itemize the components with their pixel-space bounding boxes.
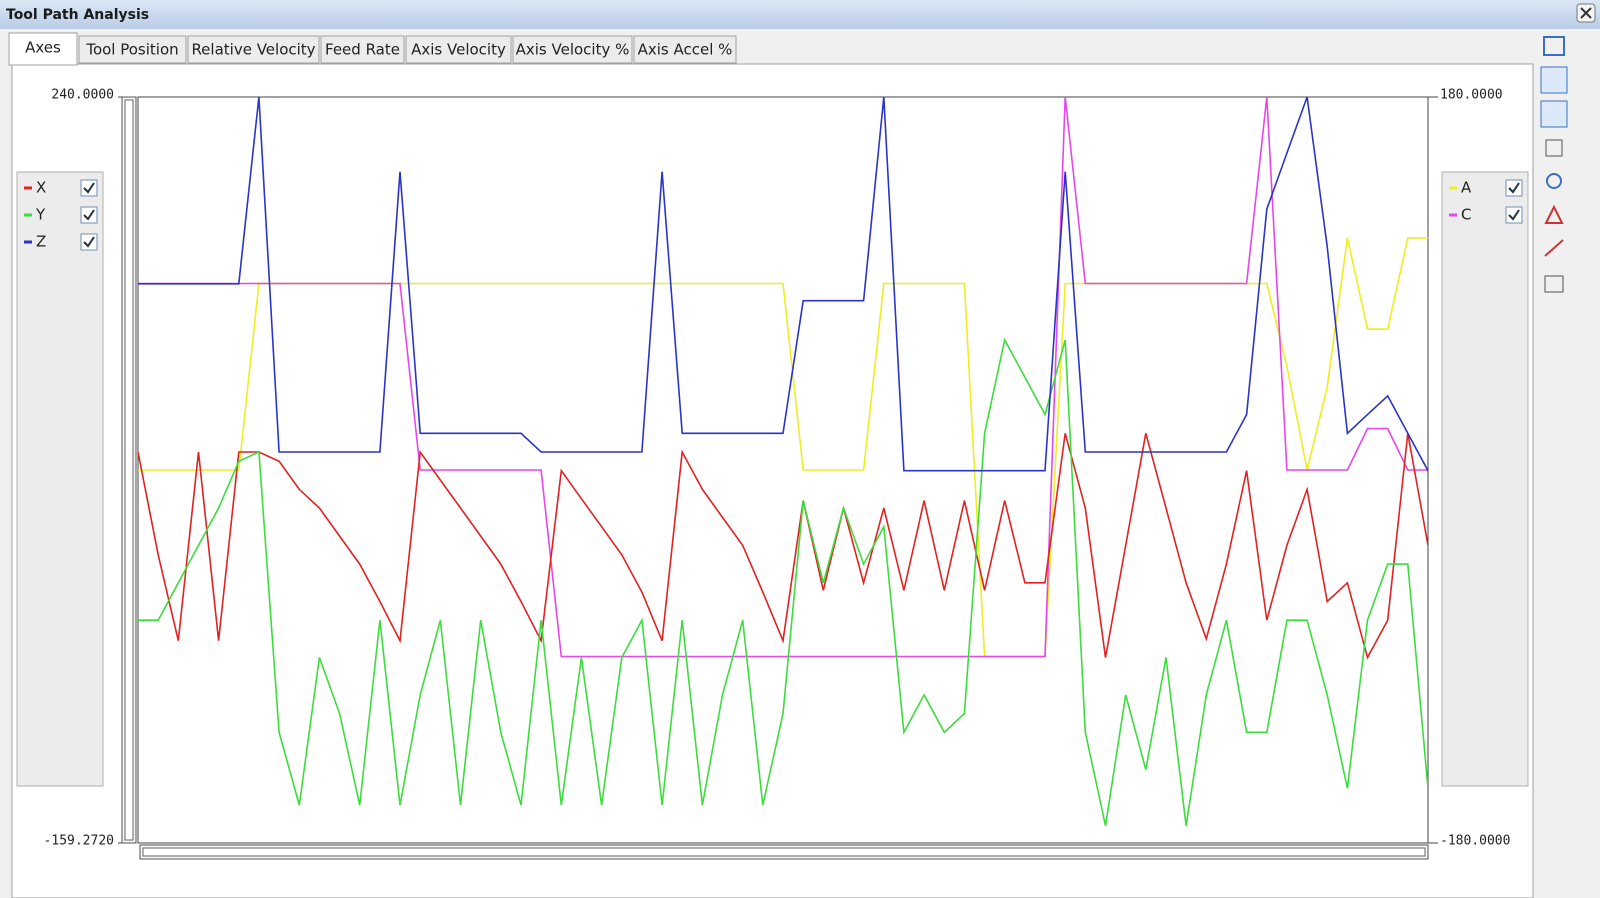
series-line	[138, 337, 1428, 826]
tab-bg	[187, 35, 320, 64]
plot-area	[137, 96, 1429, 844]
tab-bg	[78, 35, 187, 64]
window-title: Tool Path Analysis	[6, 7, 149, 23]
tab-bg	[320, 35, 405, 64]
legend-label: C	[1461, 206, 1471, 224]
tab[interactable]: Relative Velocity	[187, 35, 320, 64]
series-line	[138, 97, 1428, 472]
tab[interactable]: Tool Position	[78, 35, 187, 64]
checkbox-box	[1505, 206, 1523, 224]
tool-button[interactable]	[1544, 239, 1564, 257]
series-line	[138, 97, 1428, 658]
left-legend	[16, 171, 104, 787]
legend-item: Y	[24, 206, 98, 224]
checkbox-check	[83, 182, 95, 194]
legend-item: X	[24, 179, 98, 197]
checkbox-check	[83, 209, 95, 221]
legend-label: A	[1461, 179, 1472, 197]
checkbox-box	[80, 233, 98, 251]
tab-bg	[8, 32, 78, 66]
h-scroll-thumb[interactable]	[142, 847, 1426, 857]
tab-label: Feed Rate	[325, 41, 400, 59]
tab-label: Axes	[25, 39, 61, 57]
tool-button[interactable]	[1544, 275, 1564, 293]
legend-item: A	[1449, 179, 1523, 197]
tool-button[interactable]	[1540, 66, 1568, 94]
legend-checkbox[interactable]	[1505, 206, 1523, 224]
tab-label: Axis Velocity	[411, 41, 506, 59]
checkbox-box	[80, 206, 98, 224]
legend-checkbox[interactable]	[80, 206, 98, 224]
series-group	[138, 97, 1428, 826]
tab-label: Axis Accel %	[638, 41, 733, 59]
y2-tick-label: 180.0000	[1440, 88, 1503, 103]
legend-label: Y	[35, 206, 46, 224]
legend-label: Z	[36, 233, 46, 251]
legend-checkbox[interactable]	[80, 179, 98, 197]
y-tick-label: -159.2720	[44, 834, 114, 849]
tool-button[interactable]	[1543, 36, 1565, 56]
tool-button[interactable]	[1544, 204, 1564, 224]
checkbox-box	[1505, 179, 1523, 197]
legend-item: Z	[24, 233, 98, 251]
tab[interactable]: Axes	[8, 32, 78, 66]
checkbox-check	[83, 236, 95, 248]
checkbox-box	[80, 179, 98, 197]
checkbox-check	[1508, 209, 1520, 221]
legend-checkbox[interactable]	[80, 233, 98, 251]
checkbox-check	[1508, 182, 1520, 194]
tab[interactable]: Axis Velocity %	[512, 35, 633, 64]
tab-label: Axis Velocity %	[516, 41, 630, 59]
v-scroll-thumb[interactable]	[124, 99, 134, 841]
tab-bg	[512, 35, 633, 64]
tab-bg	[405, 35, 512, 64]
tool-button[interactable]	[1546, 173, 1562, 189]
legend-checkbox[interactable]	[1505, 179, 1523, 197]
tab-bg	[633, 35, 737, 64]
series-line	[138, 433, 1428, 660]
tool-button[interactable]	[1545, 139, 1563, 157]
tab[interactable]: Axis Velocity	[405, 35, 512, 64]
legend-item: C	[1449, 206, 1523, 224]
tab[interactable]: Feed Rate	[320, 35, 405, 64]
tool-button[interactable]	[1540, 100, 1568, 128]
title-bar	[0, 0, 1600, 29]
legend-label: X	[36, 179, 46, 197]
y2-tick-label: -180.0000	[1440, 834, 1510, 849]
right-legend	[1441, 171, 1529, 787]
toolbar	[1540, 36, 1568, 293]
tab-label: Tool Position	[85, 41, 178, 59]
close-button[interactable]	[1576, 3, 1596, 23]
tab[interactable]: Axis Accel %	[633, 35, 737, 64]
y-tick-label: 240.0000	[51, 88, 114, 103]
tab-label: Relative Velocity	[191, 41, 315, 59]
